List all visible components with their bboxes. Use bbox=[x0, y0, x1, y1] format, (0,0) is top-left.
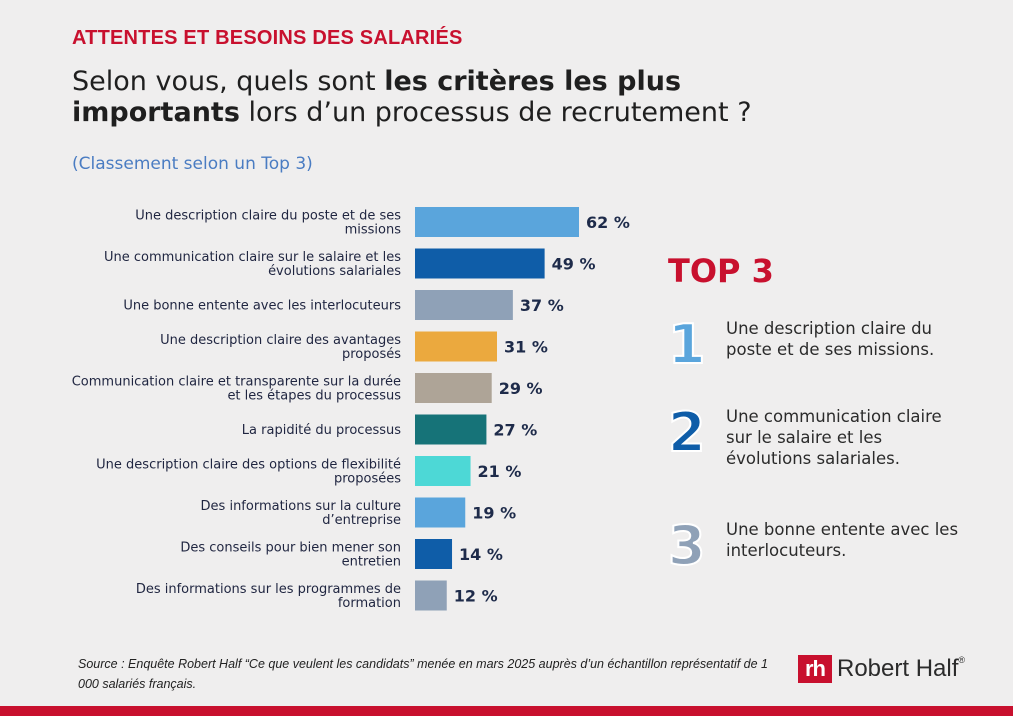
bar-6 bbox=[415, 414, 487, 445]
category-label-7: Une description claire des options de fl… bbox=[96, 458, 401, 487]
question-title: Selon vous, quels sont les critères les … bbox=[72, 66, 972, 128]
chart-subtitle: (Classement selon un Top 3) bbox=[72, 154, 313, 174]
bar-value-label-2: 49 % bbox=[552, 255, 596, 274]
robert-half-logo: rh Robert Half® bbox=[798, 654, 965, 684]
bar-value-label-10: 12 % bbox=[454, 587, 498, 606]
category-label-4: Une description claire des avantages prop… bbox=[160, 333, 401, 362]
category-label-10: Des informations sur les programmes de fo… bbox=[136, 582, 401, 611]
bar-value-label-9: 14 % bbox=[459, 545, 503, 564]
top3-title: TOP 3 bbox=[668, 252, 774, 290]
category-label-8: Des informations sur la culture d’entrepr… bbox=[201, 499, 401, 528]
rank-3-number: 3 bbox=[667, 514, 707, 577]
bar-value-label-7: 21 % bbox=[478, 462, 522, 481]
bar-value-label-6: 27 % bbox=[493, 421, 537, 440]
rank-1-text: Une description claire du poste et de se… bbox=[726, 319, 935, 359]
source-note: Source : Enquête Robert Half “Ce que veu… bbox=[78, 657, 769, 691]
bar-10 bbox=[415, 580, 447, 611]
category-label-1: Une description claire du poste et de se… bbox=[135, 209, 401, 238]
bar-5 bbox=[415, 373, 492, 403]
category-label-5: Communication claire et transparente sur… bbox=[72, 375, 401, 404]
bar-3 bbox=[415, 290, 513, 320]
bar-2 bbox=[415, 248, 545, 279]
bar-value-label-5: 29 % bbox=[499, 379, 543, 398]
logo-wordmark: Robert Half® bbox=[837, 655, 966, 682]
rh-logo-mark: rh bbox=[798, 655, 832, 683]
rank-1-number: 1 bbox=[667, 313, 707, 376]
bar-chart: 62 % Une description claire du poste et d… bbox=[72, 207, 630, 611]
category-label-2: Une communication claire sur le salaire … bbox=[104, 250, 401, 279]
question-part2: lors d’un processus de recrutement ? bbox=[239, 97, 752, 128]
bar-value-label-4: 31 % bbox=[504, 338, 548, 357]
question-bold2: importants bbox=[72, 97, 240, 128]
rank-3-text: Une bonne entente avec les interlocuteur… bbox=[726, 520, 959, 560]
question-part1: Selon vous, quels sont bbox=[72, 66, 385, 97]
question-bold1: les critères les plus bbox=[384, 66, 682, 97]
footer-accent-bar bbox=[0, 706, 1013, 716]
category-label-3: Une bonne entente avec les interlocuteur… bbox=[123, 299, 401, 314]
rank-2-number: 2 bbox=[667, 401, 707, 464]
bar-value-label-8: 19 % bbox=[472, 504, 516, 523]
category-label-9: Des conseils pour bien mener son entretie… bbox=[180, 541, 401, 570]
bar-value-label-3: 37 % bbox=[520, 296, 564, 315]
bar-1 bbox=[415, 207, 579, 237]
page-kicker: ATTENTES ET BESOINS DES SALARIÉS bbox=[72, 27, 463, 49]
bar-8 bbox=[415, 497, 466, 528]
bar-4 bbox=[415, 331, 497, 362]
rank-2-text: Une communication claire sur le salaire … bbox=[726, 407, 942, 468]
bar-9 bbox=[415, 539, 453, 569]
category-label-6: La rapidité du processus bbox=[242, 423, 401, 438]
bar-7 bbox=[415, 456, 471, 486]
bar-value-label-1: 62 % bbox=[586, 213, 630, 232]
